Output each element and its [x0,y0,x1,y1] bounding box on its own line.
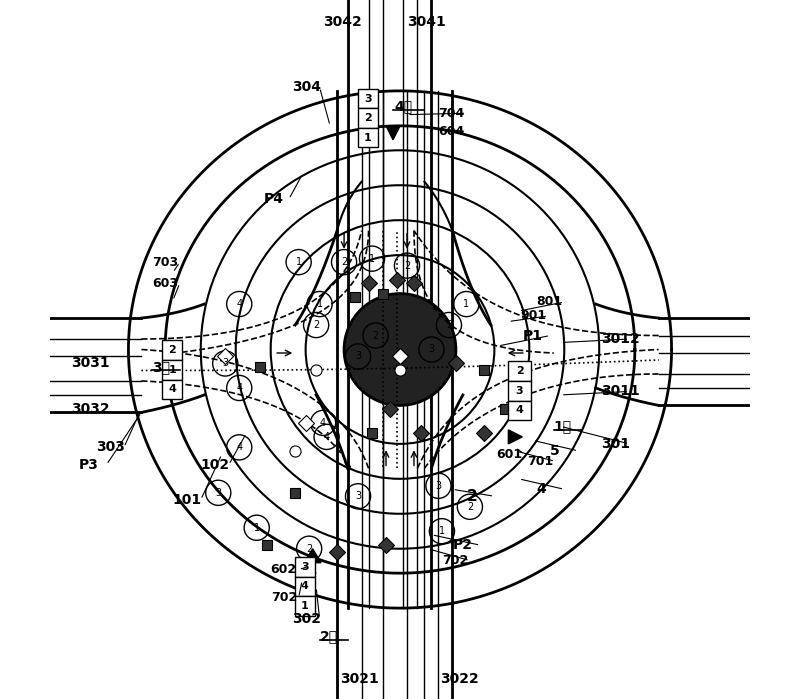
Text: 3: 3 [355,491,361,501]
Text: 602: 602 [270,563,297,576]
Text: 701: 701 [527,455,554,468]
Text: 3031: 3031 [71,356,110,370]
Text: 3041: 3041 [407,15,446,29]
Text: 3032: 3032 [71,402,110,416]
Text: 702: 702 [442,554,468,567]
Text: 801: 801 [536,296,562,308]
Text: 2: 2 [168,345,176,355]
Text: 3: 3 [301,562,309,572]
Text: 2: 2 [446,320,452,330]
FancyBboxPatch shape [162,340,182,360]
Text: 4: 4 [236,299,242,309]
Text: 3: 3 [435,481,442,491]
Text: 4: 4 [236,383,242,393]
Text: 1: 1 [317,299,322,309]
FancyBboxPatch shape [295,577,314,596]
Text: 5: 5 [550,444,560,458]
Text: 2: 2 [306,544,312,554]
FancyBboxPatch shape [295,557,314,577]
Text: 1: 1 [301,601,309,611]
Text: 601: 601 [497,448,522,461]
Text: 2: 2 [466,502,473,512]
Text: 3011: 3011 [602,384,640,398]
Polygon shape [508,430,522,444]
Text: 2: 2 [404,261,410,271]
FancyBboxPatch shape [162,380,182,399]
Text: 4: 4 [168,384,176,394]
Text: 4: 4 [320,418,326,428]
Text: 4: 4 [515,405,523,415]
Text: 604: 604 [438,125,465,138]
Text: 3: 3 [428,345,434,354]
Text: 4: 4 [236,442,242,452]
FancyBboxPatch shape [358,108,378,128]
Text: 304: 304 [292,80,321,94]
Text: 1: 1 [439,526,445,536]
Polygon shape [304,549,321,563]
Text: 1: 1 [295,257,302,267]
Text: 303: 303 [96,440,125,454]
Polygon shape [386,126,400,140]
Text: 3: 3 [215,488,222,498]
Text: 3区: 3区 [152,360,170,374]
Text: 703: 703 [152,256,178,268]
Text: 3022: 3022 [441,672,479,686]
Text: P1: P1 [522,329,542,343]
Text: 3: 3 [364,94,372,103]
Text: 704: 704 [438,107,465,120]
Text: 4: 4 [536,482,546,496]
Text: 2区: 2区 [320,629,338,643]
Text: 2: 2 [341,257,347,267]
Text: 102: 102 [201,458,230,472]
Text: 3: 3 [355,352,361,361]
Text: P2: P2 [453,538,473,552]
FancyBboxPatch shape [295,596,314,616]
Circle shape [344,294,456,405]
Text: 301: 301 [602,437,630,451]
Text: 2: 2 [364,113,372,123]
FancyBboxPatch shape [508,361,530,381]
Text: 3012: 3012 [602,332,640,346]
Text: P4: P4 [264,192,284,206]
FancyBboxPatch shape [508,401,530,420]
Text: 3021: 3021 [341,672,379,686]
Text: 702: 702 [270,591,297,604]
Text: 3042: 3042 [323,15,362,29]
Text: 4: 4 [323,432,330,442]
FancyBboxPatch shape [358,89,378,108]
Text: 1区: 1区 [554,419,572,433]
Text: 3: 3 [222,359,228,368]
Text: 101: 101 [173,493,202,507]
Text: 3: 3 [516,386,523,396]
FancyBboxPatch shape [358,128,378,147]
Text: 1: 1 [168,365,176,375]
Text: 4: 4 [301,582,309,591]
Text: P3: P3 [78,458,98,472]
Text: 901: 901 [520,310,546,322]
Text: 4区: 4区 [394,99,413,113]
Text: 603: 603 [152,277,178,289]
Polygon shape [166,381,180,395]
Text: 1: 1 [364,133,372,143]
Text: 2: 2 [313,320,319,330]
Text: 1: 1 [369,254,375,264]
Text: 2: 2 [373,331,378,340]
Text: 2: 2 [516,366,523,376]
FancyBboxPatch shape [508,381,530,401]
Text: 302: 302 [292,612,321,626]
FancyBboxPatch shape [162,360,182,380]
Text: 1: 1 [254,523,260,533]
Text: 2: 2 [466,489,477,504]
Text: 1: 1 [463,299,470,309]
